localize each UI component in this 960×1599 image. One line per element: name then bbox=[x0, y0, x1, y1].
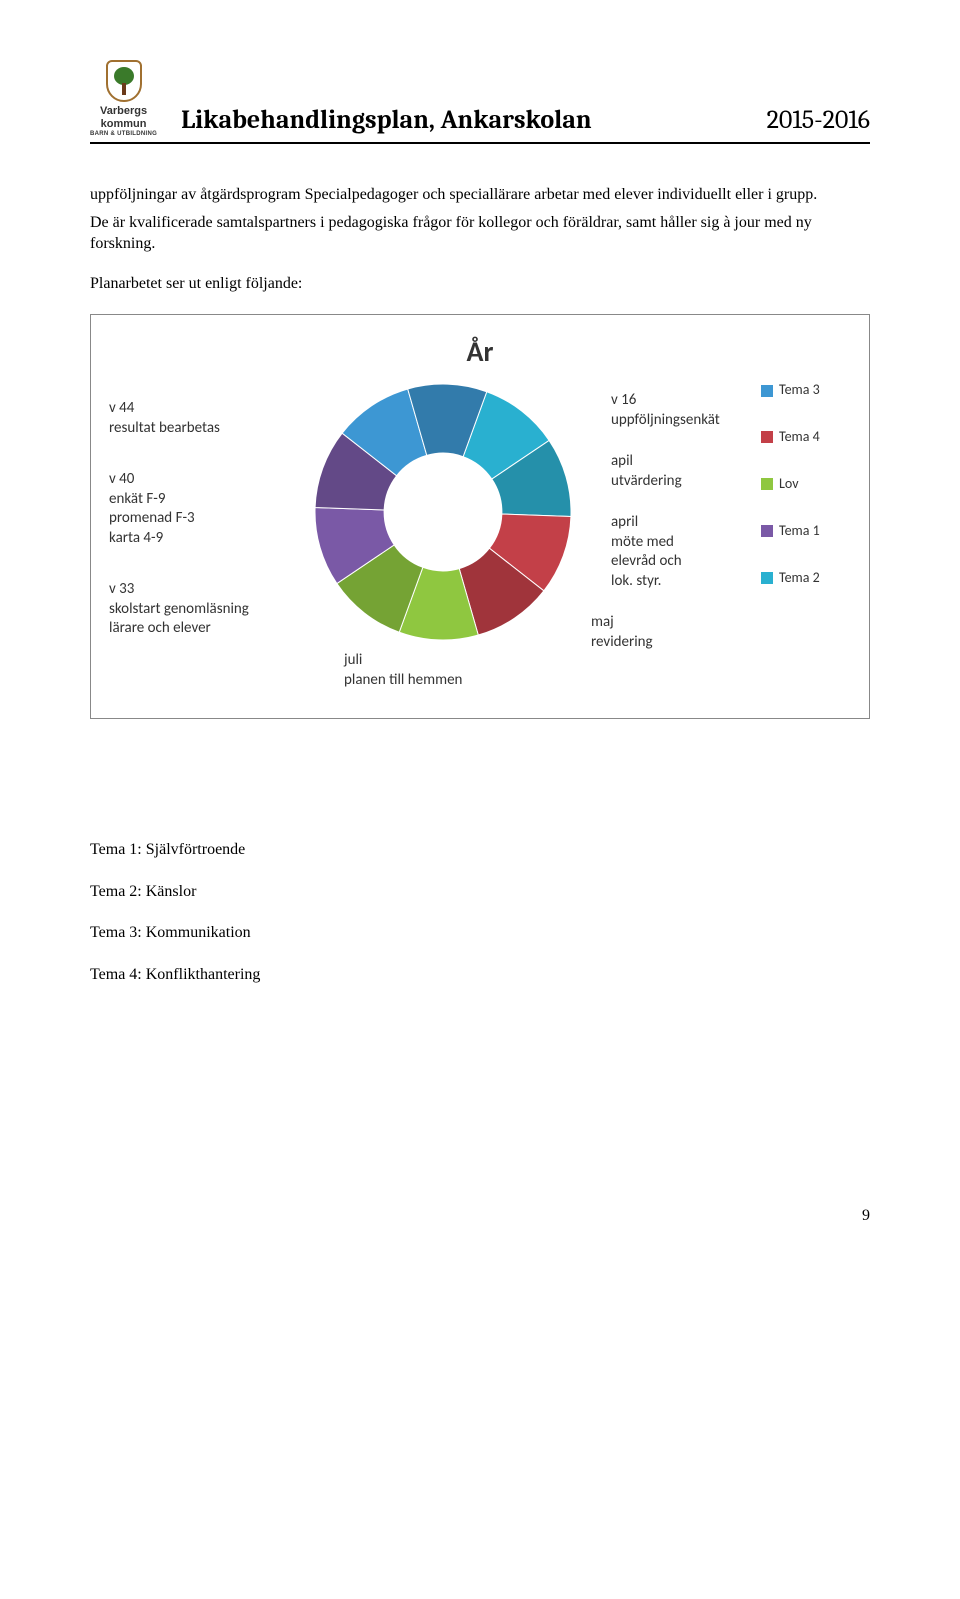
logo-shield-icon bbox=[106, 60, 142, 102]
body-paragraph-2: De är kvalificerade samtalspartners i pe… bbox=[90, 212, 870, 255]
legend-label: Tema 3 bbox=[779, 381, 820, 400]
page-header: Varbergs kommun BARN & UTBILDNING Likabe… bbox=[90, 60, 870, 144]
chart-title: År bbox=[109, 333, 851, 371]
donut-chart bbox=[308, 377, 578, 647]
left-annotation: v 40enkät F-9promenad F-3karta 4-9 bbox=[109, 470, 274, 548]
left-annotations: v 44resultat bearbetas v 40enkät F-9prome… bbox=[109, 377, 274, 671]
tema-line: Tema 3: Kommunikation bbox=[90, 922, 870, 944]
legend-swatch-icon bbox=[761, 478, 773, 490]
right-annotation: aprilmöte medelevråd ochlok. styr. bbox=[611, 513, 761, 591]
legend-item: Tema 2 bbox=[761, 569, 851, 588]
legend-label: Tema 4 bbox=[779, 428, 820, 447]
legend-swatch-icon bbox=[761, 385, 773, 397]
tema-line: Tema 2: Känslor bbox=[90, 881, 870, 903]
chart-legend: Tema 3 Tema 4 Lov Tema 1 Tema 2 bbox=[761, 377, 851, 615]
right-annotation: v 16uppföljningsenkät bbox=[611, 391, 761, 430]
logo-text-line1: Varbergs bbox=[100, 104, 147, 119]
right-annotations: v 16uppföljningsenkät apilutvärdering apri… bbox=[611, 377, 761, 674]
document-year: 2015-2016 bbox=[767, 103, 870, 138]
donut-hole bbox=[384, 453, 502, 571]
legend-item: Tema 3 bbox=[761, 381, 851, 400]
municipality-logo: Varbergs kommun BARN & UTBILDNING bbox=[90, 60, 157, 138]
legend-label: Tema 2 bbox=[779, 569, 820, 588]
tema-line: Tema 4: Konflikthantering bbox=[90, 964, 870, 986]
legend-swatch-icon bbox=[761, 431, 773, 443]
legend-swatch-icon bbox=[761, 525, 773, 537]
legend-item: Lov bbox=[761, 475, 851, 494]
logo-text-line3: BARN & UTBILDNING bbox=[90, 130, 157, 138]
tema-line: Tema 1: Självförtroende bbox=[90, 839, 870, 861]
chart-body: v 44resultat bearbetas v 40enkät F-9prome… bbox=[109, 377, 851, 690]
body-paragraph-3: Planarbetet ser ut enligt följande: bbox=[90, 273, 870, 295]
page-number: 9 bbox=[90, 1205, 870, 1227]
year-chart-container: År v 44resultat bearbetas v 40enkät F-9pr… bbox=[90, 314, 870, 719]
document-title: Likabehandlingsplan, Ankarskolan bbox=[181, 103, 592, 138]
right-annotation: majrevidering bbox=[591, 613, 761, 652]
legend-label: Lov bbox=[779, 475, 799, 494]
header-left: Varbergs kommun BARN & UTBILDNING Likabe… bbox=[90, 60, 592, 138]
legend-swatch-icon bbox=[761, 572, 773, 584]
legend-item: Tema 4 bbox=[761, 428, 851, 447]
left-annotation: v 44resultat bearbetas bbox=[109, 399, 274, 438]
logo-text-line2: kommun bbox=[101, 119, 147, 130]
bottom-annotation: juliplanen till hemmen bbox=[344, 651, 462, 690]
right-annotation: apilutvärdering bbox=[611, 452, 761, 491]
legend-item: Tema 1 bbox=[761, 522, 851, 541]
body-paragraph-1: uppföljningar av åtgärdsprogram Specialp… bbox=[90, 184, 870, 206]
tema-definitions: Tema 1: Självförtroende Tema 2: Känslor Te… bbox=[90, 839, 870, 985]
legend-label: Tema 1 bbox=[779, 522, 820, 541]
left-annotation: v 33skolstart genomläsninglärare och ele… bbox=[109, 580, 274, 639]
chart-center: juliplanen till hemmen bbox=[274, 377, 611, 690]
